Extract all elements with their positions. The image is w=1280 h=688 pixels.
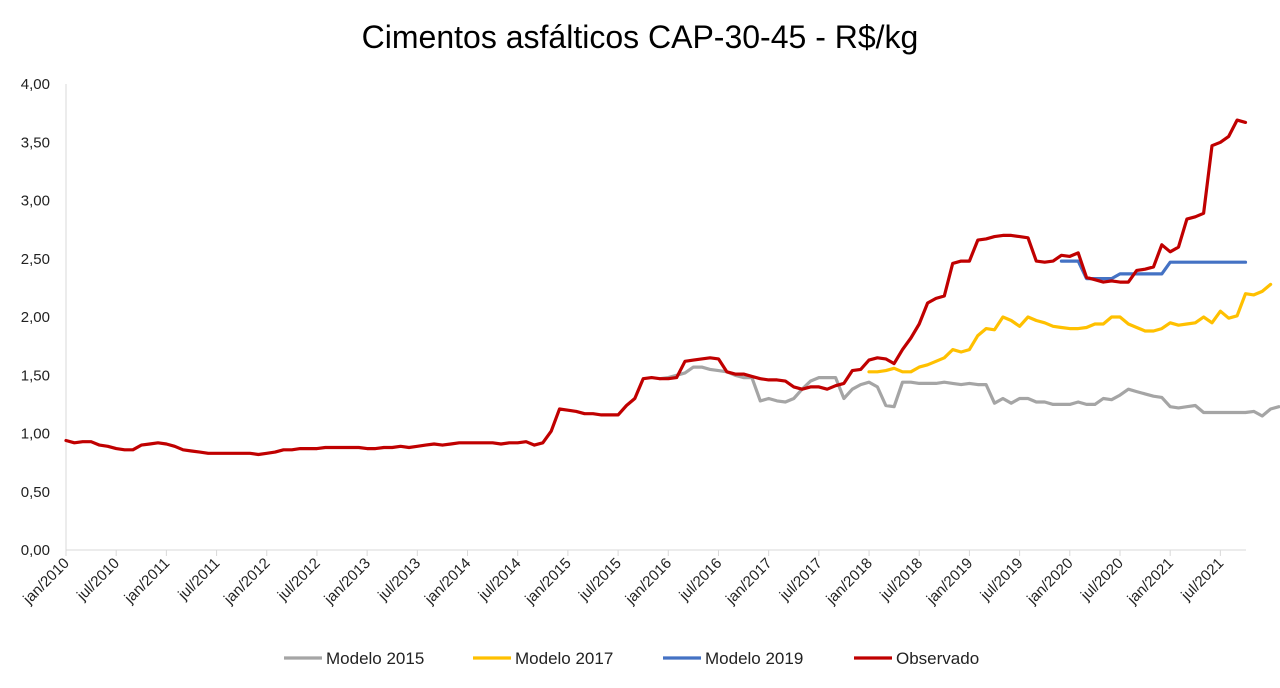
x-tick-label: jul/2012 — [274, 555, 324, 605]
x-tick-label: jul/2013 — [374, 555, 424, 605]
legend-label-modelo-2015: Modelo 2015 — [326, 649, 424, 668]
series-lines — [64, 118, 1280, 457]
y-tick-label: 3,50 — [21, 134, 50, 151]
x-tick-label: jul/2014 — [475, 555, 525, 605]
chart-title: Cimentos asfálticos CAP-30-45 - R$/kg — [362, 19, 919, 55]
y-tick-label: 2,50 — [21, 251, 50, 268]
x-tick-label: jan/2015 — [521, 555, 574, 608]
x-tick-label: jan/2019 — [923, 555, 976, 608]
x-tick-label: jul/2019 — [977, 555, 1027, 605]
y-tick-label: 2,00 — [21, 309, 50, 326]
legend-label-modelo-2017: Modelo 2017 — [515, 649, 613, 668]
legend-label-modelo-2019: Modelo 2019 — [705, 649, 803, 668]
x-tick-label: jan/2016 — [622, 555, 675, 608]
x-tick-label: jul/2011 — [174, 555, 223, 604]
y-axis-ticks: 0,00 0,50 1,00 1,50 2,00 2,50 3,00 3,50 4,00 — [21, 76, 50, 559]
y-tick-label: 1,50 — [21, 367, 50, 384]
legend-label-observado: Observado — [896, 649, 979, 668]
y-tick-label: 4,00 — [21, 76, 50, 93]
x-tick-label: jan/2010 — [19, 555, 72, 608]
x-tick-label: jan/2020 — [1023, 555, 1076, 608]
x-tick-label: jan/2017 — [722, 555, 775, 608]
legend: Modelo 2015 Modelo 2017 Modelo 2019 Observa… — [284, 649, 979, 668]
y-tick-label: 3,00 — [21, 193, 50, 210]
y-tick-label: 0,00 — [21, 542, 50, 559]
series-line-observado — [64, 118, 1248, 457]
x-tick-label: jul/2021 — [1177, 555, 1227, 605]
x-tick-label: jul/2016 — [675, 555, 725, 605]
y-tick-label: 1,00 — [21, 426, 50, 443]
x-tick-label: jul/2018 — [876, 555, 926, 605]
x-tick-label: jan/2012 — [220, 555, 273, 608]
x-tick-label: jul/2017 — [776, 555, 826, 605]
x-tick-label: jan/2011 — [121, 555, 174, 608]
x-tick-label: jul/2015 — [575, 555, 625, 605]
x-tick-label: jan/2014 — [421, 555, 474, 608]
x-tick-label: jul/2010 — [73, 555, 123, 605]
series-line-modelo-2017 — [867, 282, 1273, 374]
x-tick-label: jul/2020 — [1077, 555, 1127, 605]
series-line-modelo-2015 — [658, 365, 1280, 418]
y-tick-label: 0,50 — [21, 484, 50, 501]
x-tick-label: jan/2018 — [822, 555, 875, 608]
x-tick-label: jan/2021 — [1124, 555, 1177, 608]
x-tick-label: jan/2013 — [321, 555, 374, 608]
